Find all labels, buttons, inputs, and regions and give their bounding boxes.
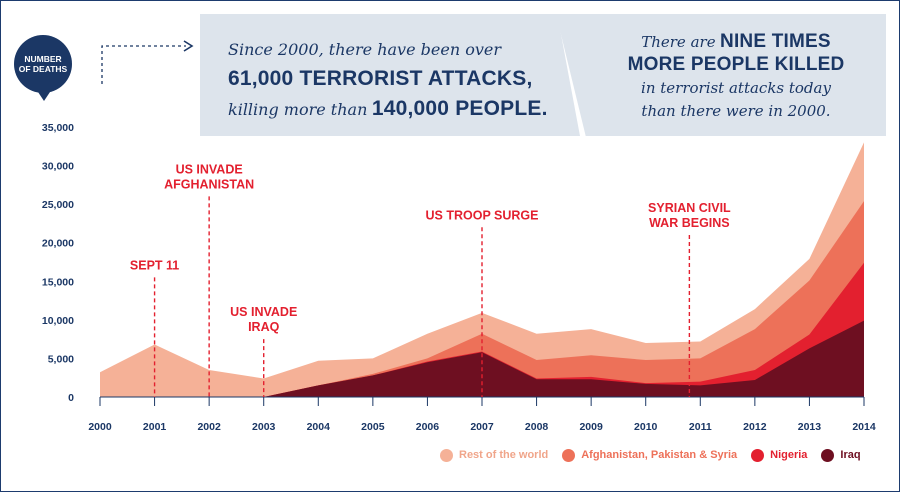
x-tick-label: 2003 bbox=[252, 421, 276, 433]
x-tick-label: 2012 bbox=[743, 421, 767, 433]
pointer-arrow-icon bbox=[183, 40, 194, 52]
headline-today: in terrorist attacks today bbox=[641, 79, 831, 97]
headline-panel-left: Since 2000, there have been over 61,000 … bbox=[200, 14, 580, 136]
chart-legend: Rest of the world Afghanistan, Pakistan … bbox=[440, 446, 875, 464]
legend-swatch-iraq bbox=[821, 448, 835, 462]
x-tick-label: 2011 bbox=[689, 421, 712, 433]
legend-swatch-nigeria bbox=[751, 448, 765, 462]
headline-nine-times: NINE TIMES bbox=[720, 31, 831, 52]
legend-label-rest: Rest of the world bbox=[459, 449, 549, 461]
legend-swatch-rest bbox=[440, 448, 453, 462]
legend-swatch-afpaksy bbox=[562, 448, 576, 462]
y-tick-label: 5,000 bbox=[48, 353, 74, 365]
legend-label-iraq: Iraq bbox=[840, 449, 861, 461]
y-tick-label: 15,000 bbox=[42, 276, 74, 288]
event-label: US TROOP SURGE bbox=[426, 208, 539, 222]
y-tick-label: 35,000 bbox=[42, 122, 74, 134]
x-tick-label: 2000 bbox=[88, 421, 112, 433]
y-axis-label-badge: NUMBER OF DEATHS bbox=[14, 35, 72, 101]
headline-killing: killing more than bbox=[228, 100, 368, 119]
legend-item-rest: Rest of the world bbox=[440, 448, 549, 462]
headline-there-are: There are bbox=[641, 33, 716, 51]
y-tick-label: 30,000 bbox=[42, 161, 74, 173]
headline-panel-right: There are NINE TIMES MORE PEOPLE KILLED … bbox=[556, 14, 886, 136]
headline-people: 140,000 PEOPLE. bbox=[371, 97, 548, 120]
y-tick-label: 25,000 bbox=[42, 199, 74, 211]
headline-2000: than there were in 2000. bbox=[641, 102, 831, 120]
event-label: WAR BEGINS bbox=[649, 216, 730, 230]
y-tick-label: 0 bbox=[68, 392, 74, 404]
x-tick-label: 2007 bbox=[470, 421, 494, 433]
x-tick-label: 2004 bbox=[307, 421, 331, 433]
event-label: SYRIAN CIVIL bbox=[648, 201, 731, 215]
event-label: IRAQ bbox=[248, 320, 280, 334]
x-tick-label: 2008 bbox=[525, 421, 549, 433]
x-tick-label: 2006 bbox=[416, 421, 440, 433]
event-label: US INVADE bbox=[230, 305, 297, 319]
x-tick-label: 2001 bbox=[143, 421, 167, 433]
headline-line1: Since 2000, there have been over bbox=[228, 40, 501, 59]
x-tick-label: 2013 bbox=[798, 421, 822, 433]
legend-item-iraq: Iraq bbox=[821, 448, 861, 462]
x-tick-label: 2010 bbox=[634, 421, 658, 433]
x-tick-label: 2002 bbox=[197, 421, 221, 433]
legend-item-afpaksy: Afghanistan, Pakistan & Syria bbox=[562, 448, 738, 462]
headline-more-killed: MORE PEOPLE KILLED bbox=[627, 54, 845, 75]
event-label: SEPT 11 bbox=[130, 258, 179, 272]
event-label: AFGHANISTAN bbox=[164, 177, 254, 191]
legend-label-afpaksy: Afghanistan, Pakistan & Syria bbox=[581, 449, 738, 461]
y-tick-label: 20,000 bbox=[42, 238, 74, 250]
headline-attacks: 61,000 TERRORIST ATTACKS, bbox=[228, 67, 533, 90]
x-tick-label: 2005 bbox=[361, 421, 385, 433]
axis-ticks: 0 5,000 10,000 15,000 20,000 25,000 30,000 35,0… bbox=[42, 122, 876, 433]
area-iraq bbox=[100, 320, 864, 397]
x-tick-label: 2014 bbox=[852, 421, 876, 433]
y-axis-label: NUMBER OF DEATHS bbox=[18, 54, 68, 74]
event-label: US INVADE bbox=[176, 162, 243, 176]
legend-item-nigeria: Nigeria bbox=[751, 448, 808, 462]
x-tick-label: 2009 bbox=[579, 421, 603, 433]
pointer-dashed-line bbox=[101, 45, 186, 84]
y-tick-label: 10,000 bbox=[42, 315, 74, 327]
legend-label-nigeria: Nigeria bbox=[770, 449, 808, 461]
